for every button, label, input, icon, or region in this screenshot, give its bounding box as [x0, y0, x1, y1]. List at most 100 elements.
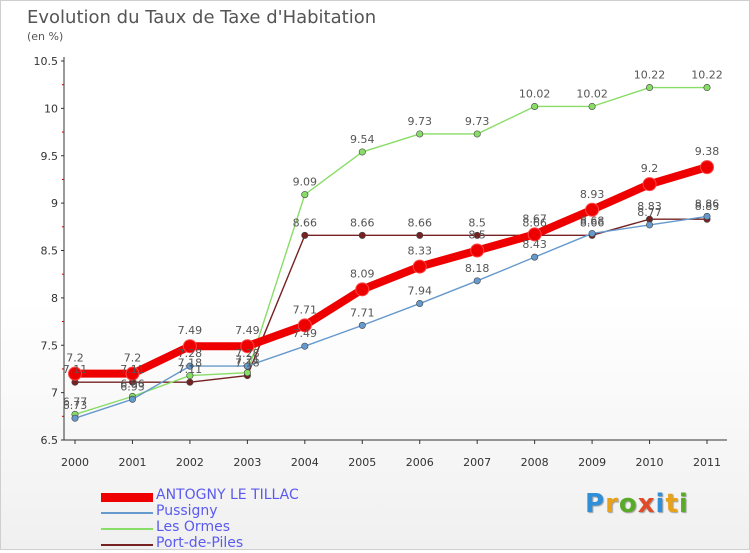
data-label: 7.21: [235, 354, 260, 367]
data-label: 8.66: [407, 216, 432, 229]
data-point: [473, 277, 481, 285]
data-label: 7.18: [235, 357, 260, 370]
legend-label: Les Ormes: [156, 519, 230, 535]
data-point: [531, 102, 539, 110]
data-label: 10.02: [576, 87, 608, 100]
data-point: [243, 362, 251, 370]
x-tick-label: 2003: [233, 456, 261, 469]
data-label: 7.28: [178, 347, 203, 360]
data-label: 9.54: [350, 133, 375, 146]
legend-swatch: [101, 492, 153, 502]
y-tick-label: 10.5: [34, 55, 59, 68]
x-tick-label: 2009: [578, 456, 606, 469]
data-label: 7.2: [124, 352, 142, 365]
data-point: [416, 130, 424, 138]
proxiti-logo: Proxiti: [585, 489, 689, 519]
data-point: [646, 84, 654, 92]
x-tick-label: 2007: [463, 456, 491, 469]
data-point: [125, 366, 140, 381]
data-label: 8.67: [522, 212, 547, 225]
data-point: [412, 259, 427, 274]
chart-unit-label: (en %): [27, 30, 64, 43]
x-tick-label: 2008: [521, 456, 549, 469]
data-point: [297, 318, 312, 333]
data-label: 7.11: [63, 363, 88, 376]
data-label: 7.49: [235, 324, 260, 337]
data-label: 8.86: [695, 197, 720, 210]
x-tick-label: 2005: [348, 456, 376, 469]
data-point: [301, 231, 309, 239]
x-tick-label: 2004: [291, 456, 319, 469]
y-tick-label: 8: [51, 292, 58, 305]
data-point: [301, 342, 309, 350]
y-tick-label: 9: [51, 197, 58, 210]
data-point: [186, 362, 194, 370]
data-label: 9.73: [465, 115, 490, 128]
data-label: 9.2: [641, 162, 659, 175]
data-label: 8.5: [468, 229, 486, 242]
data-point: [128, 395, 136, 403]
data-label: 9.38: [695, 145, 720, 158]
y-tick-label: 10: [44, 102, 58, 115]
data-label: 8.33: [407, 245, 432, 258]
x-tick-label: 2011: [693, 456, 721, 469]
data-point: [71, 414, 79, 422]
series-line-1: [74, 215, 708, 419]
data-label: 7.2: [66, 352, 84, 365]
data-label: 9.09: [293, 176, 318, 189]
y-tick-label: 7: [51, 387, 58, 400]
data-label: 10.22: [634, 69, 666, 82]
data-label: 7.94: [407, 285, 432, 298]
legend-label: Port-de-Piles: [156, 535, 244, 551]
legend-swatch: [101, 528, 153, 530]
data-point: [527, 227, 542, 242]
data-point: [703, 84, 711, 92]
data-label: 8.18: [465, 262, 490, 275]
data-point: [588, 102, 596, 110]
data-label: 8.77: [637, 206, 662, 219]
data-label: 8.66: [350, 216, 375, 229]
data-label: 8.43: [522, 238, 547, 251]
data-label: 7.71: [293, 303, 318, 316]
data-label: 7.11: [178, 363, 203, 376]
data-point: [182, 339, 197, 354]
data-point: [470, 243, 485, 258]
data-label: 7.71: [350, 306, 375, 319]
x-tick-label: 2001: [118, 456, 146, 469]
data-label: 8.83: [695, 200, 720, 213]
data-label: 8.68: [580, 214, 605, 227]
data-point: [243, 369, 251, 377]
legend-label: ANTOGNY LE TILLAC: [156, 487, 299, 503]
data-point: [416, 231, 424, 239]
data-label: 8.66: [580, 216, 605, 229]
data-label: 10.02: [519, 87, 551, 100]
data-label: 8.93: [580, 188, 605, 201]
chart-title: Evolution du Taux de Taxe d'Habitation: [27, 7, 377, 28]
y-tick-label: 7.5: [41, 339, 59, 352]
data-point: [642, 177, 657, 192]
data-point: [240, 339, 255, 354]
y-tick-label: 6.5: [41, 434, 59, 447]
data-label: 8.66: [522, 216, 547, 229]
data-label: 7.49: [178, 324, 203, 337]
data-point: [703, 212, 711, 220]
data-point: [186, 378, 194, 386]
data-label: 10.22: [691, 69, 723, 82]
x-tick-label: 2006: [406, 456, 434, 469]
data-point: [68, 366, 82, 381]
data-label: 8.5: [468, 216, 486, 229]
series-line-0: [71, 163, 711, 378]
data-label: 6.77: [63, 395, 88, 408]
x-tick-label: 2000: [61, 456, 89, 469]
data-label: 7.49: [293, 327, 318, 340]
data-point: [186, 372, 194, 380]
data-point: [531, 253, 539, 261]
data-label: 6.93: [120, 380, 145, 393]
data-label: 6.73: [63, 399, 88, 412]
data-point: [358, 148, 366, 156]
y-tick-label: 9.5: [41, 150, 59, 163]
data-label: 7.18: [178, 357, 203, 370]
legend-label: Pussigny: [156, 503, 218, 519]
data-point: [585, 202, 600, 217]
